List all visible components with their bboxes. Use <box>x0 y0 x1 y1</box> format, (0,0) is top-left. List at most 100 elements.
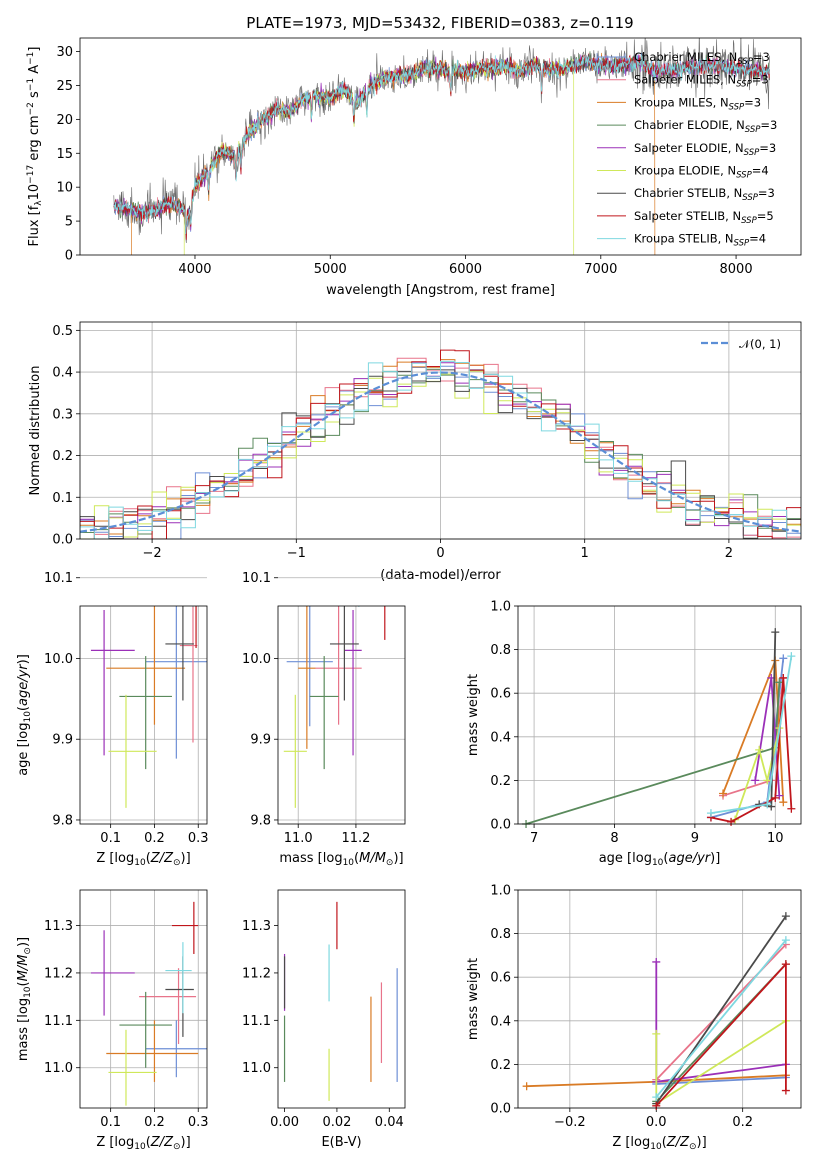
legend-label: 𝒩(0, 1) <box>739 337 781 351</box>
y-tick-label: 11.0 <box>242 1061 271 1076</box>
x-tick-label: 6000 <box>449 262 482 277</box>
legend-label-main: Kroupa MILES, N <box>634 95 729 109</box>
x-tick-label: −2 <box>143 546 162 561</box>
x-axis-label-part: M/M <box>359 851 386 866</box>
y-tick-label: 10.1 <box>44 571 73 586</box>
y-tick-label: 9.8 <box>52 813 73 828</box>
y-axis-label-part: −1 <box>26 52 36 65</box>
y-tick-label: 0.8 <box>490 927 511 942</box>
y-tick-label: 11.3 <box>44 919 73 934</box>
x-axis-label-part: Z [log <box>96 851 134 866</box>
x-axis-label-part: 10 <box>134 1142 146 1152</box>
figure-title: PLATE=1973, MJD=53432, FIBERID=0383, z=0… <box>246 14 633 32</box>
y-tick-label: 11.0 <box>44 1061 73 1076</box>
x-tick-label: 9 <box>691 831 699 846</box>
y-tick-label: 0.3 <box>52 407 73 422</box>
x-axis-label-part: Z [log <box>96 1135 134 1150</box>
y-tick-label: 9.9 <box>250 733 271 748</box>
legend-label-sub: SSP <box>744 148 760 158</box>
legend-label-sub: SSP <box>737 57 753 67</box>
y-axis-label-part: −17 <box>26 165 36 184</box>
legend-label-main: Chabrier ELODIE, N <box>634 118 745 132</box>
x-axis-label: mass [log10(M/M⊙)] <box>279 851 403 868</box>
y-tick-label: 0.1 <box>52 491 73 506</box>
y-axis-label-part: −2 <box>26 102 36 115</box>
legend-label-tail: =4 <box>749 232 766 246</box>
legend-label-tail: =3 <box>753 50 770 64</box>
y-axis-label-part: M/M <box>16 955 31 982</box>
legend-label-tail: =3 <box>760 118 777 132</box>
legend-label-main: Salpeter MILES, N <box>634 73 736 87</box>
y-axis-label-part: mass [log <box>16 998 31 1061</box>
y-tick-label: 0.4 <box>490 730 511 745</box>
y-tick-label: 0.8 <box>490 643 511 658</box>
y-tick-label: 11.3 <box>242 919 271 934</box>
x-axis-label-part: Z/Z <box>150 1135 174 1150</box>
y-tick-label: 20 <box>56 113 73 128</box>
legend-label-main: Salpeter STELIB, N <box>634 209 741 223</box>
y-axis-label: mass [log10(M/M⊙)] <box>16 937 33 1061</box>
x-axis-label-part: mass [log <box>279 851 342 866</box>
y-axis-label-part: 10 <box>27 184 42 201</box>
y-axis-label: mass weight <box>466 958 481 1040</box>
x-axis-label-part: )] <box>181 851 191 866</box>
y-axis-label-part: )] <box>16 937 31 947</box>
x-axis-label-part: )] <box>697 1135 707 1150</box>
x-tick-label: 0.2 <box>144 831 165 846</box>
y-axis-label-part: age [log <box>16 723 31 776</box>
y-tick-label: 25 <box>56 79 73 94</box>
y-tick-label: 0.4 <box>52 366 73 381</box>
legend-label-sub: SSP <box>729 102 745 112</box>
x-axis-label-part: Z/Z <box>666 1135 690 1150</box>
y-axis-label-part: 10 <box>23 711 33 723</box>
legend-label-sub: SSP <box>736 171 752 181</box>
legend-label-tail: =3 <box>744 95 761 109</box>
y-axis-label-part: A <box>27 65 42 78</box>
y-tick-label: 15 <box>56 147 73 162</box>
legend-label-main: Chabrier MILES, N <box>634 50 737 64</box>
x-axis-label-part: ⊙ <box>173 858 181 868</box>
x-tick-label: 0.04 <box>375 1115 404 1130</box>
legend-label-tail: =4 <box>752 164 769 178</box>
y-tick-label: 10.0 <box>242 652 271 667</box>
x-axis-label-part: age [log <box>599 851 652 866</box>
y-axis-label-part: ] <box>27 47 42 52</box>
y-axis-label-part: ⊙ <box>23 947 33 955</box>
x-tick-label: 7000 <box>584 262 617 277</box>
x-axis-label-part: 10 <box>343 858 355 868</box>
x-axis-label-part: 10 <box>650 1142 662 1152</box>
y-tick-label: 10 <box>56 181 73 196</box>
y-tick-label: 0.0 <box>490 1102 511 1117</box>
y-tick-label: 0.6 <box>490 687 511 702</box>
x-tick-label: 0.2 <box>732 1115 753 1130</box>
y-tick-label: 0.2 <box>52 449 73 464</box>
x-axis-label-part: 10 <box>134 858 146 868</box>
y-tick-label: 0.5 <box>52 324 73 339</box>
x-axis-label-part: )] <box>181 1135 191 1150</box>
figure: PLATE=1973, MJD=53432, FIBERID=0383, z=0… <box>0 0 819 1170</box>
x-tick-label: 8000 <box>720 262 753 277</box>
y-axis-label-part: age/yr <box>16 663 31 706</box>
y-tick-label: 9.9 <box>52 733 73 748</box>
legend-label-main: Kroupa STELIB, N <box>634 232 734 246</box>
x-axis-label-part: ⊙ <box>173 1142 181 1152</box>
x-tick-label: 5000 <box>314 262 347 277</box>
y-tick-label: 11.2 <box>44 966 73 981</box>
legend-label-sub: SSP <box>734 239 750 249</box>
x-tick-label: 0.00 <box>270 1115 299 1130</box>
y-tick-label: 0.2 <box>490 1058 511 1073</box>
y-tick-label: 11.1 <box>242 1014 271 1029</box>
legend-label-tail: =3 <box>758 186 775 200</box>
y-tick-label: 0.6 <box>490 971 511 986</box>
y-tick-label: 5 <box>65 215 73 230</box>
legend-label-main: Salpeter ELODIE, N <box>634 141 744 155</box>
x-axis-label-part: )] <box>393 851 403 866</box>
x-tick-label: 0.0 <box>646 1115 667 1130</box>
x-axis-label-part: Z [log <box>612 1135 650 1150</box>
y-tick-label: 0.0 <box>52 533 73 548</box>
y-axis-label-part: −1 <box>26 78 36 91</box>
y-tick-label: 0.0 <box>490 818 511 833</box>
x-axis-label-part: ⊙ <box>386 858 394 868</box>
x-axis-label: E(B-V) <box>321 1135 361 1150</box>
y-axis-label: Flux [fλ10−17 erg cm−2 s−1 A−1] <box>26 47 44 247</box>
